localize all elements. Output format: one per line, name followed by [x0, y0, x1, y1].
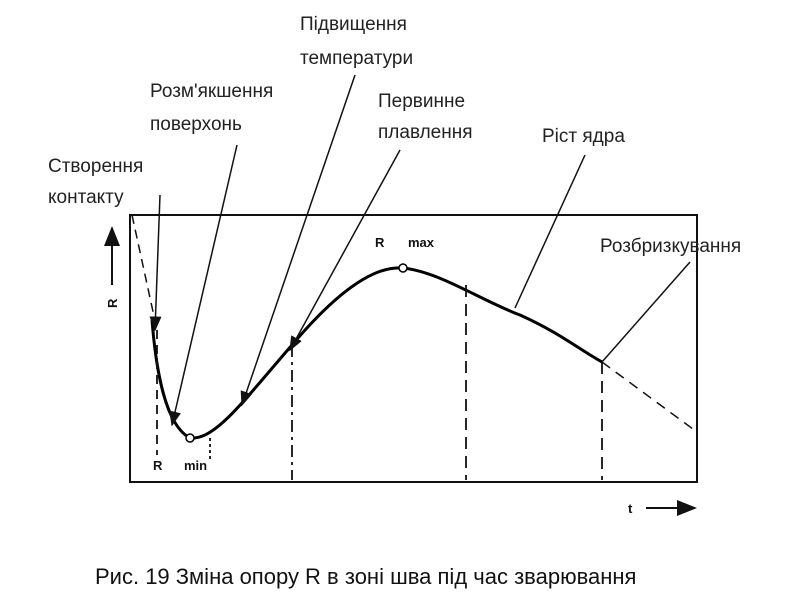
- temperature-label: Підвищення: [300, 14, 407, 35]
- growth-label: Ріст ядра: [542, 126, 625, 147]
- rmax-sub: max: [408, 235, 435, 250]
- leaders: [149, 74, 691, 427]
- softening-label: поверхонь: [150, 114, 242, 135]
- contact-label: Створення: [48, 156, 143, 177]
- leader: [601, 261, 691, 363]
- rmin-sub: min: [184, 458, 207, 473]
- splash-label: Розбризкування: [600, 236, 741, 257]
- softening-label: Розм'якшення: [150, 81, 273, 102]
- leader: [289, 149, 401, 352]
- min-point: [185, 433, 195, 443]
- melting-label: Первинне: [378, 91, 465, 112]
- resistance-curve: [150, 266, 603, 440]
- rmax-symbol: R: [375, 235, 385, 250]
- temperature-label: температури: [300, 48, 413, 69]
- caption: Рис. 19 Зміна опору R в зоні шва під час…: [95, 564, 636, 589]
- initial-dash: [131, 214, 158, 331]
- max-point: [398, 263, 408, 273]
- x-axis-label: t: [628, 501, 633, 516]
- melting-label: плавлення: [378, 122, 473, 143]
- splash-dash: [601, 361, 698, 433]
- leader: [169, 144, 238, 427]
- y-axis-label: R: [105, 298, 120, 308]
- phase-lines: [156, 285, 603, 480]
- leader: [149, 194, 162, 332]
- contact-label: контакту: [48, 187, 124, 208]
- leader: [514, 154, 586, 309]
- rmin-symbol: R: [153, 458, 163, 473]
- plot-frame: [129, 214, 698, 483]
- leader: [240, 74, 356, 407]
